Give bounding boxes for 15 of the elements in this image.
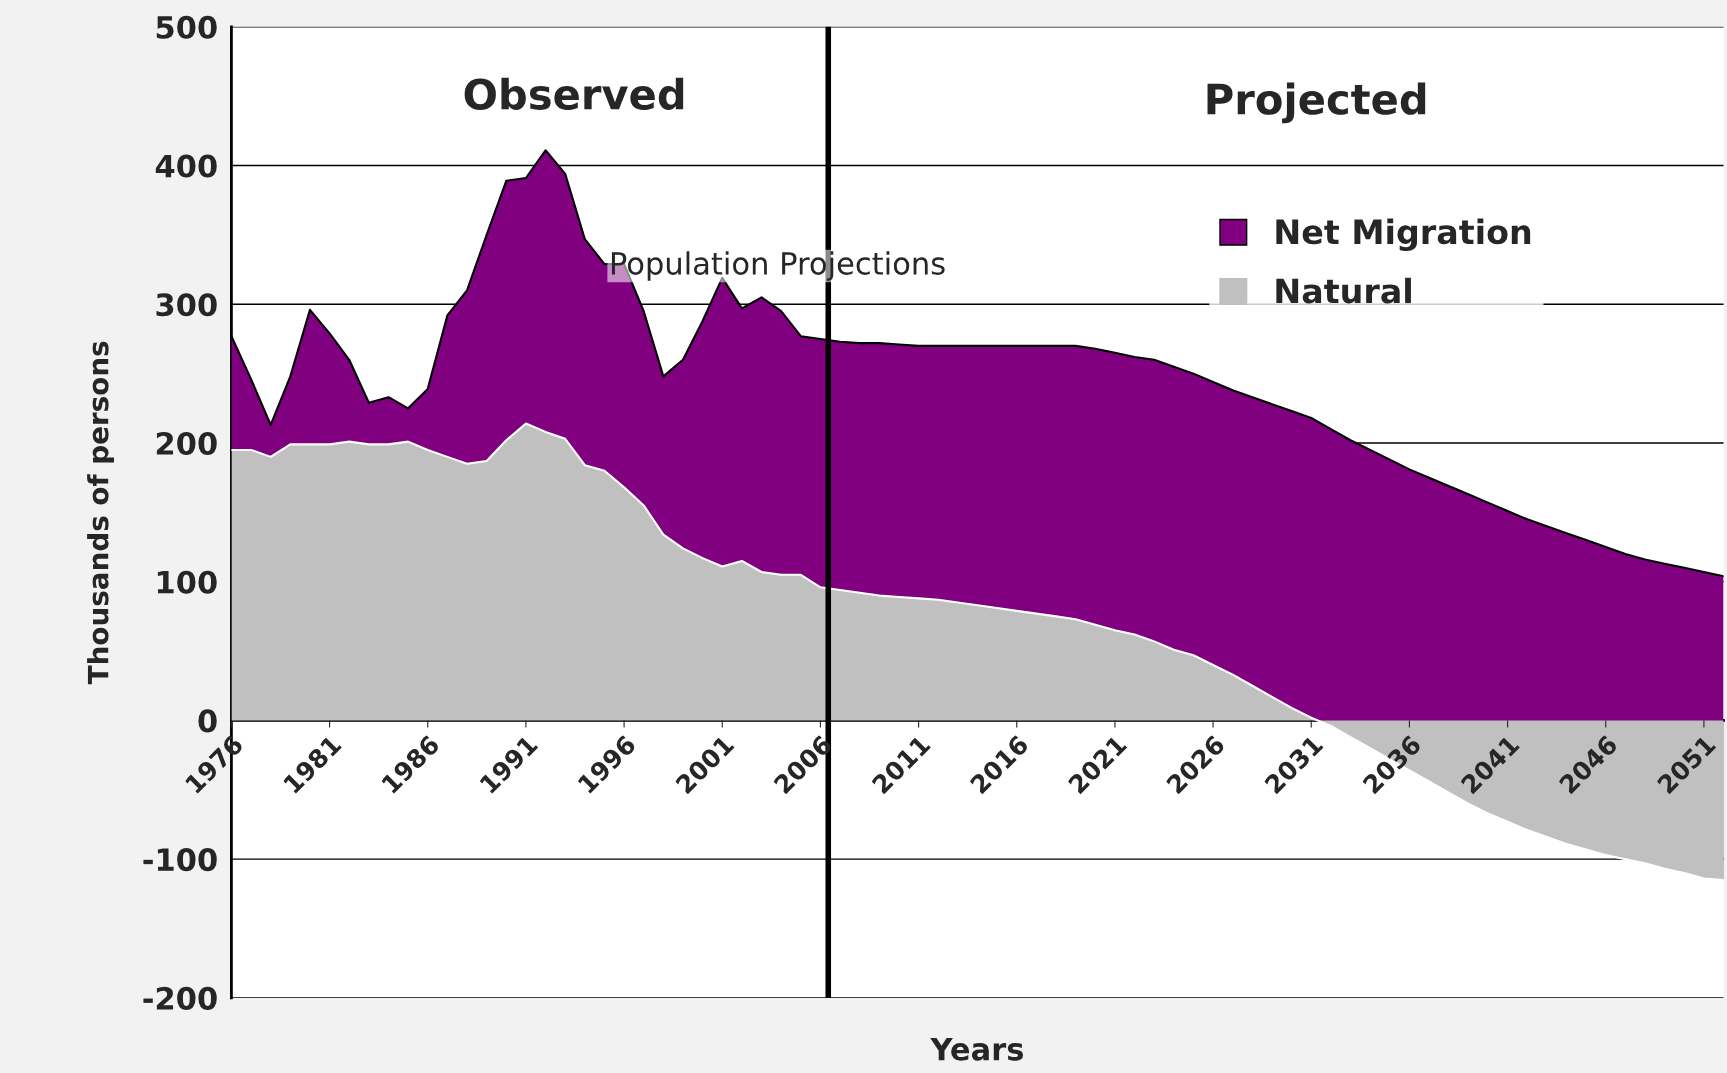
annotation: Observed: [464, 77, 684, 110]
y-tick-label: -100: [143, 848, 217, 872]
y-tick-label: 300: [156, 293, 217, 317]
y-tick-label: -200: [143, 986, 217, 1010]
annotation: Projected: [1207, 82, 1426, 124]
y-tick-label: 500: [156, 15, 217, 39]
y-tick-label: 200: [156, 431, 217, 456]
legend-label: Natural: [1276, 277, 1411, 304]
y-tick-label: 0: [198, 709, 217, 733]
y-axis-title: Thousands of persons: [87, 341, 114, 685]
text: Population Projections: [611, 251, 945, 281]
y-tick-label: 400: [155, 154, 217, 178]
legend-label: Net Migration: [1276, 218, 1531, 252]
x-axis-title: Years: [930, 1037, 1023, 1061]
y-tick-label: 100: [157, 570, 217, 594]
